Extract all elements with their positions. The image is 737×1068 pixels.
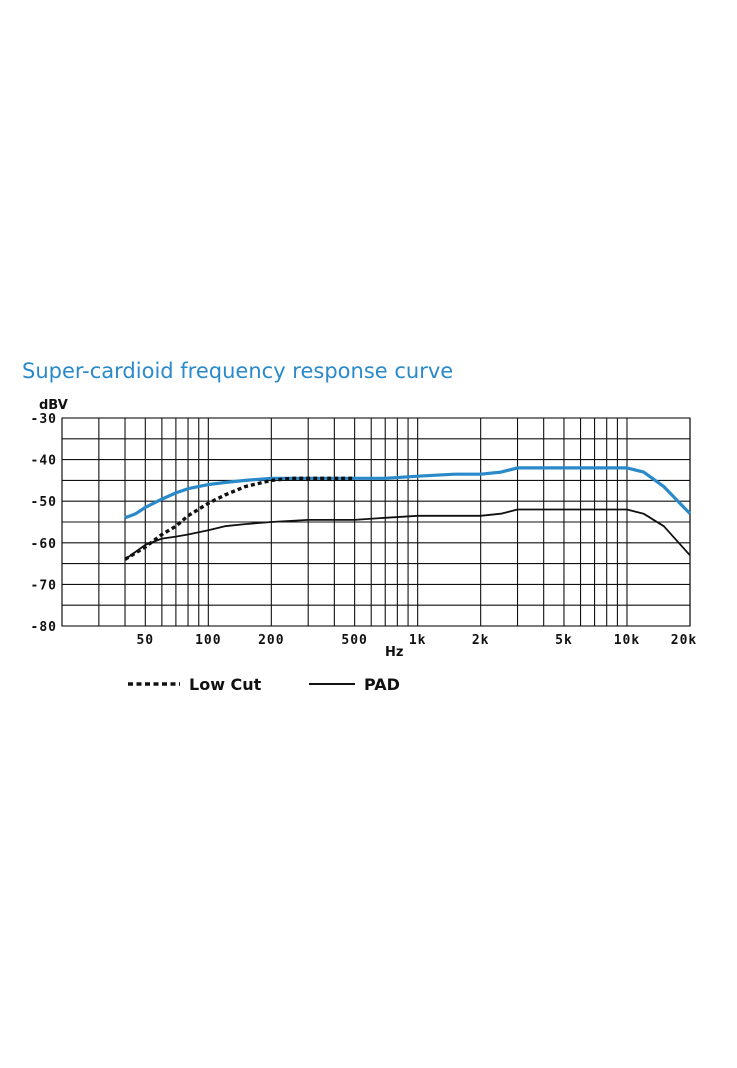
plot-grid [61, 417, 691, 627]
y-axis-label: dBV [39, 398, 68, 413]
x-tick-label: 10k [614, 633, 640, 648]
chart-title: Super-cardioid frequency response curve [22, 359, 453, 383]
series-lines [124, 466, 692, 561]
x-tick-label: 1k [409, 633, 427, 648]
x-axis-label: Hz [385, 645, 403, 660]
x-tick-label: 20k [671, 633, 697, 648]
y-tick-label: -70 [31, 578, 57, 593]
x-tick-labels: 50 100 200 500 1k 2k 5k 10k 20k [136, 633, 697, 648]
x-tick-label: 100 [195, 633, 221, 648]
legend: Low Cut PAD [128, 675, 400, 694]
pad-series-line [124, 508, 691, 561]
unlabeled-series-line-0 [124, 466, 692, 520]
x-tick-label: 500 [341, 633, 367, 648]
y-tick-label: -80 [31, 620, 57, 635]
legend-label: PAD [364, 675, 400, 694]
y-tick-label: -40 [31, 454, 57, 469]
x-tick-label: 200 [258, 633, 284, 648]
low-cut-series-line [124, 476, 355, 561]
x-tick-label: 5k [555, 633, 573, 648]
legend-label: Low Cut [189, 675, 262, 694]
x-tick-label: 2k [472, 633, 490, 648]
y-tick-labels: -30 -40 -50 -60 -70 -80 [31, 412, 57, 635]
y-tick-label: -30 [31, 412, 57, 427]
y-tick-label: -60 [31, 537, 57, 552]
x-tick-label: 50 [136, 633, 154, 648]
y-tick-label: -50 [31, 495, 57, 510]
